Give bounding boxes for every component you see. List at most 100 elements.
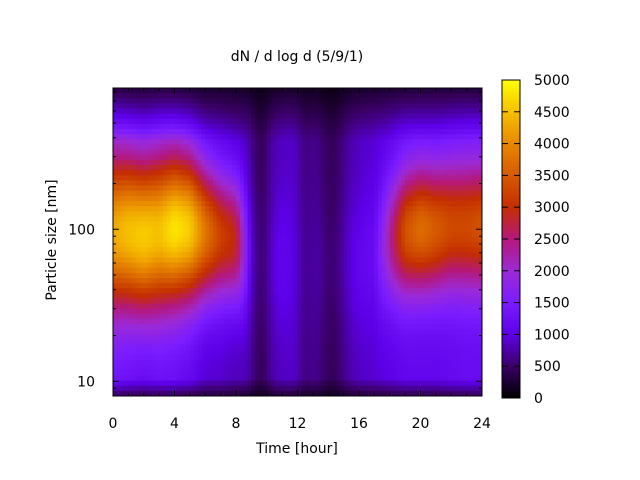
heatmap-cell (332, 267, 337, 274)
heatmap-cell (209, 272, 214, 279)
heatmap-cell (312, 324, 318, 330)
heatmap-cell (266, 308, 272, 315)
heatmap-cell (351, 354, 356, 361)
heatmap-cell (355, 375, 360, 382)
heatmap-cell (370, 118, 375, 125)
heatmap-cell (262, 344, 268, 351)
heatmap-cell (274, 103, 279, 110)
heatmap-cell (212, 370, 218, 377)
heatmap-cell (397, 98, 402, 104)
heatmap-cell (201, 370, 206, 377)
heatmap-cell (285, 365, 291, 371)
heatmap-cell (332, 170, 337, 176)
heatmap-cell (316, 370, 322, 377)
heatmap-cell (255, 149, 260, 156)
heatmap-cell (143, 216, 149, 223)
heatmap-cell (355, 324, 360, 330)
heatmap-cell (301, 206, 306, 212)
heatmap-cell (224, 339, 229, 346)
heatmap-cell (209, 344, 214, 351)
heatmap-cell (120, 93, 126, 99)
heatmap-cell (259, 288, 264, 294)
heatmap-cell (328, 211, 333, 217)
heatmap-cell (347, 257, 352, 264)
heatmap-cell (347, 154, 352, 161)
heatmap-cell (243, 247, 249, 253)
heatmap-cell (262, 324, 268, 330)
heatmap-cell (416, 344, 422, 351)
heatmap-cell (147, 154, 153, 161)
heatmap-cell (216, 324, 222, 330)
heatmap-cell (408, 170, 414, 176)
heatmap-cell (220, 329, 226, 335)
heatmap-cell (305, 123, 310, 130)
heatmap-cell (385, 329, 391, 335)
heatmap-cell (374, 293, 379, 300)
heatmap-cell (424, 247, 429, 253)
heatmap-cell (328, 242, 333, 248)
heatmap-cell (197, 344, 202, 351)
heatmap-cell (324, 88, 329, 94)
heatmap-cell (259, 108, 264, 115)
heatmap-cell (293, 108, 299, 115)
heatmap-cell (247, 242, 252, 248)
heatmap-cell (220, 380, 226, 387)
heatmap-cell (305, 170, 310, 176)
heatmap-cell (128, 272, 133, 279)
heatmap-cell (362, 334, 368, 341)
heatmap-cell (216, 380, 222, 387)
heatmap-cell (389, 360, 395, 366)
heatmap-cell (297, 221, 302, 228)
heatmap-cell (355, 190, 360, 197)
heatmap-cell (189, 226, 195, 233)
heatmap-cell (278, 144, 283, 151)
heatmap-cell (420, 221, 425, 228)
heatmap-cell (174, 103, 179, 110)
heatmap-cell (155, 308, 160, 315)
heatmap-cell (285, 375, 291, 382)
heatmap-cell (162, 216, 168, 223)
heatmap-cell (293, 180, 299, 187)
heatmap-cell (232, 108, 237, 115)
heatmap-cell (270, 277, 276, 284)
heatmap-cell (393, 370, 399, 377)
heatmap-cell (166, 257, 172, 264)
heatmap-cell (220, 144, 226, 151)
heatmap-cell (397, 170, 402, 176)
heatmap-cell (243, 344, 249, 351)
heatmap-cell (274, 190, 279, 197)
heatmap-cell (405, 308, 410, 315)
heatmap-cell (270, 195, 276, 202)
heatmap-cell (397, 298, 402, 305)
heatmap-cell (389, 165, 395, 171)
heatmap-cell (166, 385, 172, 392)
heatmap-cell (255, 242, 260, 248)
heatmap-cell (397, 344, 402, 351)
heatmap-cell (205, 185, 210, 192)
heatmap-cell (132, 123, 137, 130)
heatmap-cell (309, 195, 314, 202)
heatmap-cell (159, 257, 164, 264)
heatmap-cell (220, 175, 226, 181)
heatmap-cell (159, 108, 164, 115)
heatmap-cell (155, 324, 160, 330)
heatmap-cell (166, 190, 172, 197)
heatmap-cell (209, 324, 214, 330)
heatmap-cell (162, 242, 168, 248)
heatmap-cell (320, 267, 325, 274)
heatmap-cell (251, 293, 256, 300)
heatmap-cell (366, 98, 372, 104)
heatmap-cell (239, 123, 245, 130)
heatmap-cell (151, 185, 156, 192)
heatmap-cell (374, 236, 379, 243)
heatmap-cell (416, 216, 422, 223)
heatmap-cell (212, 247, 218, 253)
heatmap-cell (316, 154, 322, 161)
heatmap-cell (412, 298, 418, 305)
heatmap-cell (212, 149, 218, 156)
heatmap-cell (382, 236, 387, 243)
heatmap-cell (293, 154, 299, 161)
heatmap-cell (243, 298, 249, 305)
heatmap-cell (136, 370, 141, 377)
heatmap-cell (278, 123, 283, 130)
